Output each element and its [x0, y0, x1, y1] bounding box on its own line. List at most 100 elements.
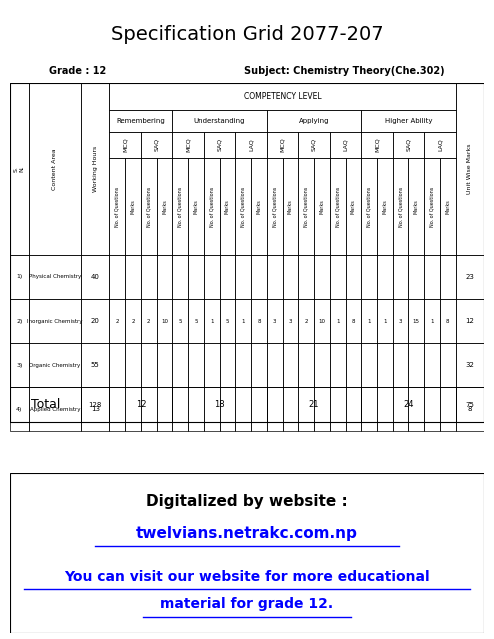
Bar: [345, 387, 361, 431]
Bar: [361, 387, 455, 422]
Bar: [29, 83, 81, 255]
Text: S.
N.: S. N.: [14, 166, 25, 173]
Text: Content Area: Content Area: [52, 148, 57, 190]
Bar: [110, 343, 125, 387]
Text: LAQ: LAQ: [343, 139, 348, 151]
Bar: [141, 299, 157, 343]
Bar: [172, 255, 188, 299]
Bar: [10, 343, 29, 387]
Bar: [409, 255, 424, 299]
Bar: [235, 255, 251, 299]
Bar: [314, 299, 330, 343]
Bar: [110, 158, 125, 255]
Bar: [440, 158, 455, 255]
Bar: [110, 255, 125, 299]
Text: You can visit our website for more educational: You can visit our website for more educa…: [64, 570, 430, 583]
Text: Unit Wise Marks: Unit Wise Marks: [467, 144, 472, 194]
Bar: [455, 343, 484, 387]
Text: 10: 10: [161, 319, 168, 323]
Text: 4): 4): [16, 406, 23, 412]
Bar: [29, 343, 81, 387]
Text: 32: 32: [465, 362, 474, 368]
Text: Marks: Marks: [225, 199, 230, 214]
Bar: [29, 255, 81, 299]
Bar: [10, 255, 29, 299]
Bar: [204, 158, 220, 255]
Text: 20: 20: [91, 318, 100, 324]
Bar: [204, 387, 220, 431]
Bar: [220, 158, 235, 255]
Bar: [81, 83, 110, 255]
Bar: [330, 299, 345, 343]
Text: 12: 12: [465, 318, 474, 324]
Text: Higher Ability: Higher Ability: [385, 118, 432, 123]
Text: SAQ: SAQ: [154, 138, 159, 151]
Text: No. of Questions: No. of Questions: [367, 187, 371, 227]
Text: 1: 1: [336, 319, 339, 323]
Text: 2): 2): [16, 319, 23, 323]
Bar: [235, 387, 251, 431]
Text: 5: 5: [194, 319, 198, 323]
Bar: [172, 158, 188, 255]
Bar: [424, 255, 440, 299]
Bar: [424, 299, 440, 343]
Bar: [172, 109, 267, 132]
Bar: [10, 387, 29, 431]
Text: Specification Grid 2077-207: Specification Grid 2077-207: [111, 25, 383, 43]
Bar: [10, 83, 484, 422]
Bar: [393, 343, 409, 387]
Bar: [141, 158, 157, 255]
Text: Marks: Marks: [351, 199, 356, 214]
Bar: [10, 387, 81, 422]
Text: Digitalized by website :: Digitalized by website :: [146, 494, 348, 509]
Bar: [188, 299, 204, 343]
Bar: [81, 299, 110, 343]
Bar: [283, 158, 298, 255]
Bar: [125, 343, 141, 387]
Text: 1: 1: [383, 319, 387, 323]
Bar: [172, 387, 188, 431]
Text: 1: 1: [210, 319, 213, 323]
Bar: [298, 299, 314, 343]
Text: 5: 5: [178, 319, 182, 323]
Bar: [110, 109, 172, 132]
Bar: [188, 387, 204, 431]
Text: 2: 2: [116, 319, 119, 323]
Bar: [188, 158, 204, 255]
Bar: [440, 255, 455, 299]
Text: No. of Questions: No. of Questions: [430, 187, 435, 227]
Text: 13: 13: [91, 406, 100, 412]
Text: 15: 15: [413, 319, 420, 323]
Bar: [455, 387, 484, 431]
Text: No. of Questions: No. of Questions: [398, 187, 403, 227]
Bar: [172, 299, 188, 343]
Text: 2: 2: [147, 319, 151, 323]
Bar: [440, 299, 455, 343]
Text: Physical Chemistry: Physical Chemistry: [29, 275, 81, 279]
Bar: [125, 158, 141, 255]
Bar: [204, 255, 220, 299]
Text: 24: 24: [403, 400, 413, 409]
Bar: [424, 387, 440, 431]
Text: Marks: Marks: [414, 199, 419, 214]
Text: 23: 23: [465, 274, 474, 280]
Bar: [220, 387, 235, 431]
Text: No. of Questions: No. of Questions: [304, 187, 309, 227]
Bar: [267, 387, 283, 431]
Text: Inorganic Chemistry: Inorganic Chemistry: [27, 319, 82, 323]
Bar: [157, 158, 172, 255]
Text: SAQ: SAQ: [312, 138, 317, 151]
Bar: [110, 387, 172, 422]
Bar: [157, 255, 172, 299]
Bar: [361, 387, 377, 431]
Text: 3): 3): [16, 362, 23, 367]
Text: 8: 8: [468, 406, 472, 412]
Bar: [251, 299, 267, 343]
Bar: [298, 343, 314, 387]
Bar: [330, 255, 345, 299]
Bar: [361, 109, 455, 132]
Bar: [125, 255, 141, 299]
Bar: [251, 158, 267, 255]
Bar: [361, 343, 377, 387]
Bar: [267, 255, 283, 299]
